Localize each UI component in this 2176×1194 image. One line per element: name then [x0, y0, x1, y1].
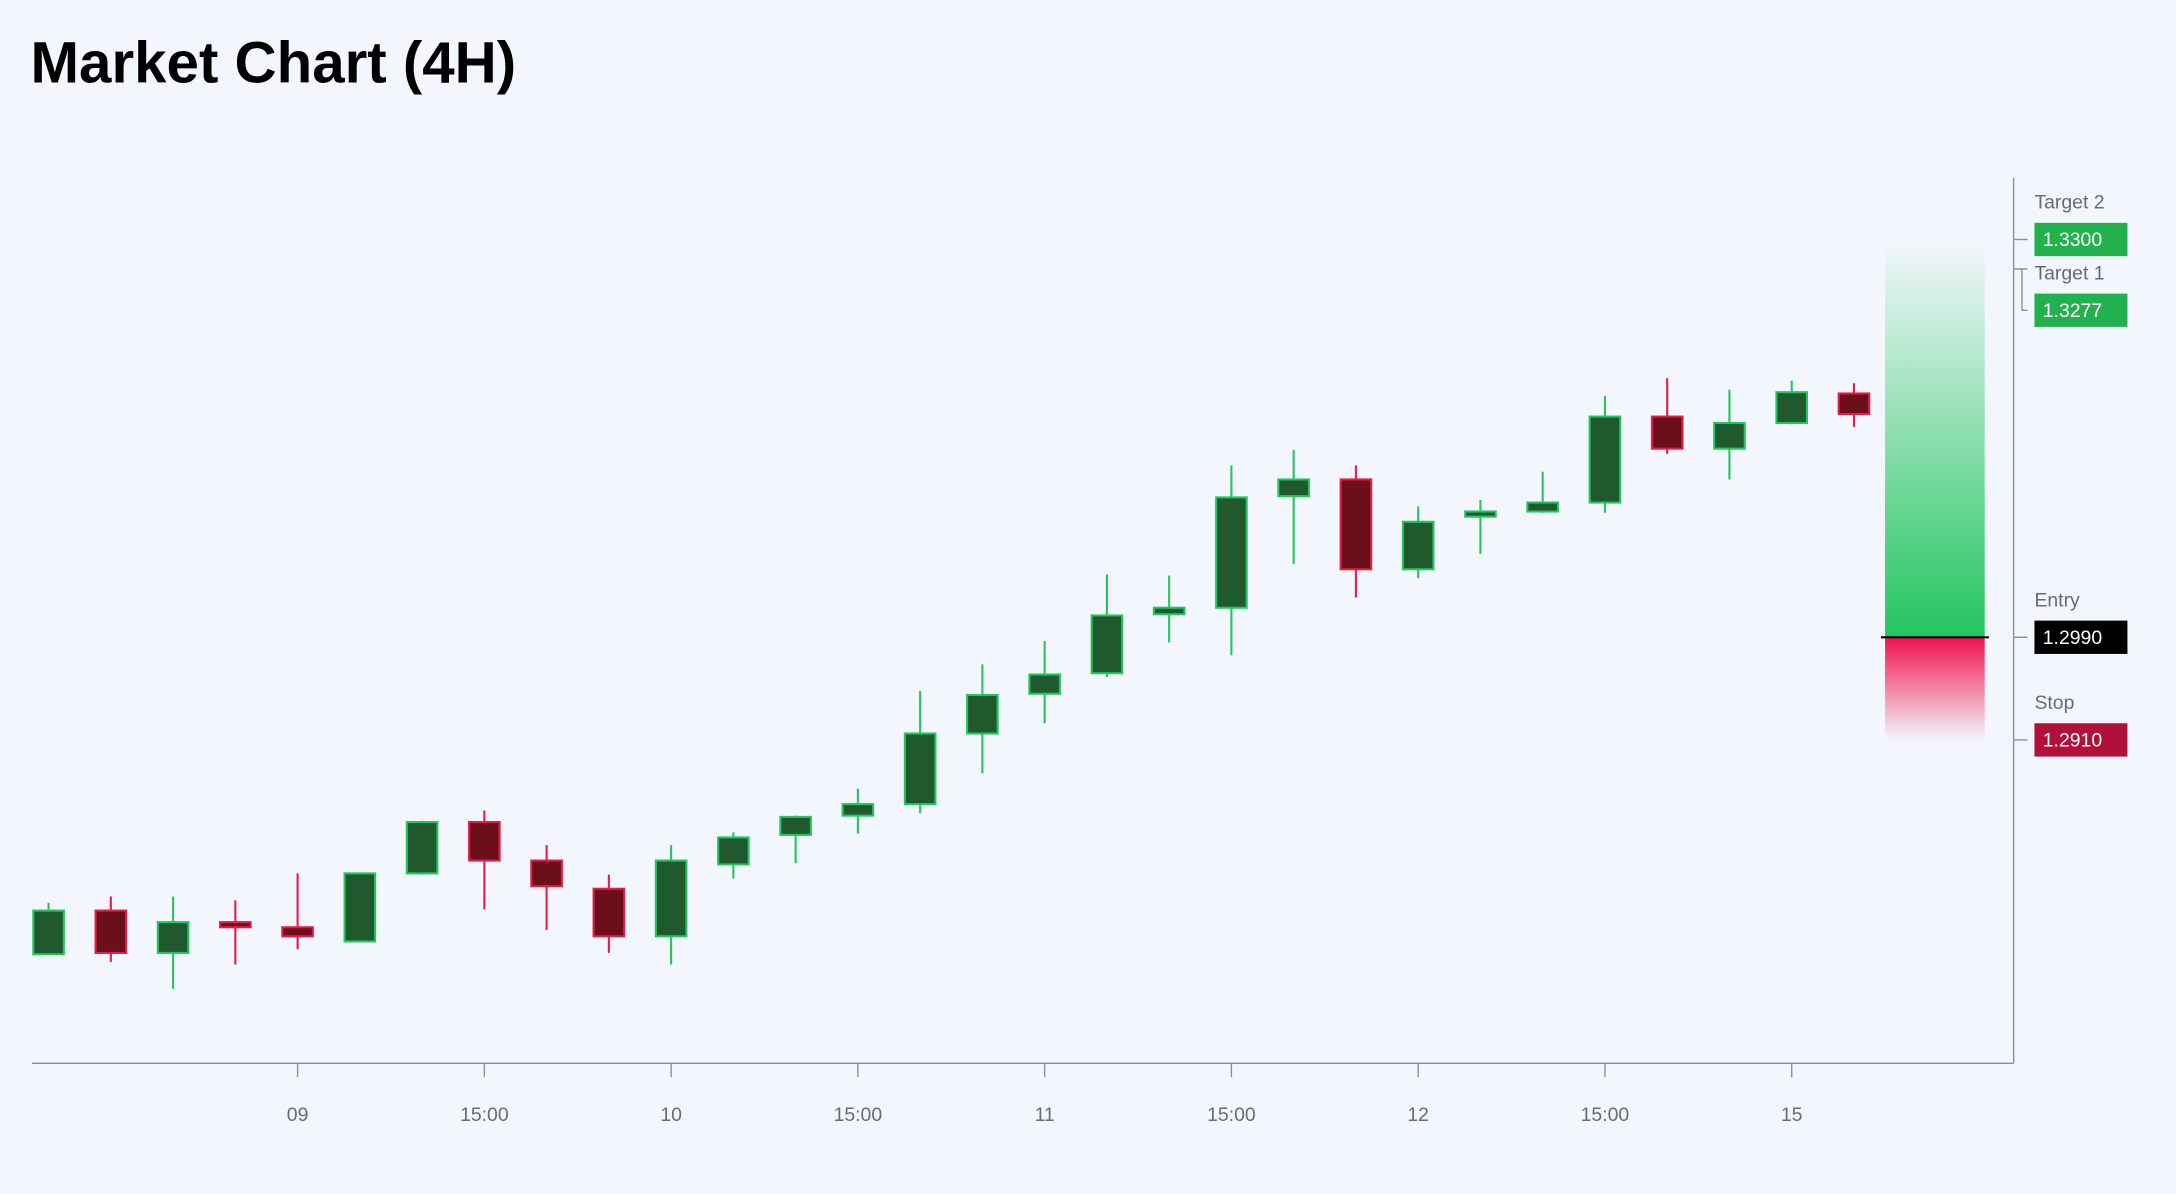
candle-body: [1650, 415, 1684, 450]
candle-body: [1588, 415, 1622, 504]
candle-body: [779, 815, 812, 836]
x-tick-label: 12: [1407, 1104, 1429, 1126]
candle-body: [592, 887, 626, 938]
x-tick-label: 10: [660, 1104, 682, 1126]
candle-body: [1090, 614, 1124, 675]
candle-body: [717, 836, 750, 866]
level-name: Target 1: [2034, 262, 2104, 284]
level-name: Stop: [2034, 692, 2074, 714]
x-tick-label: 15:00: [1581, 1104, 1630, 1126]
x-tick-label: 15:00: [460, 1104, 509, 1126]
candle-body: [1401, 520, 1435, 571]
candle-body: [654, 859, 688, 938]
level-value: 1.3277: [2043, 300, 2102, 322]
x-tick-label: 15: [1781, 1104, 1803, 1126]
level-value: 1.2990: [2043, 627, 2103, 649]
candle-body: [1837, 392, 1871, 416]
x-tick-label: 15:00: [834, 1104, 883, 1126]
level-badge: [2034, 222, 2128, 257]
candle-body: [530, 859, 563, 888]
candle-body: [156, 921, 190, 954]
candle-body: [1277, 478, 1310, 498]
level-value: 1.3300: [2043, 229, 2103, 251]
candle-body: [343, 872, 377, 943]
profit-zone: [1885, 239, 1985, 638]
candle-body: [1775, 391, 1809, 425]
level-name: Entry: [2034, 589, 2080, 611]
candle-body: [281, 926, 314, 938]
level-connector: [2019, 268, 2028, 311]
candle-body: [94, 909, 128, 954]
candle-body: [841, 803, 875, 817]
x-tick-label: 15:00: [1207, 1104, 1256, 1126]
candle-body: [1215, 496, 1248, 609]
candle-body: [1464, 510, 1497, 518]
chart-title: Market Chart (4H): [31, 30, 517, 95]
x-tick-label: 09: [287, 1104, 309, 1126]
candle-body: [1339, 478, 1373, 571]
level-name: Target 2: [2034, 192, 2104, 214]
candle-body: [32, 909, 65, 956]
candle-body: [1152, 606, 1186, 616]
candle-body: [903, 732, 937, 806]
loss-zone: [1885, 637, 1985, 740]
candle-body: [219, 921, 252, 929]
candle-body: [1713, 421, 1746, 450]
level-badge: [2034, 293, 2128, 327]
level-badge: [2034, 723, 2128, 757]
candle-body: [966, 693, 999, 735]
level-badge: [2034, 620, 2128, 654]
candle-body: [1526, 501, 1559, 513]
candle-body: [1028, 673, 1061, 695]
level-value: 1.2910: [2043, 729, 2103, 751]
x-tick-label: 11: [1035, 1104, 1055, 1126]
candle-body: [405, 821, 439, 875]
candle-body: [468, 821, 501, 862]
